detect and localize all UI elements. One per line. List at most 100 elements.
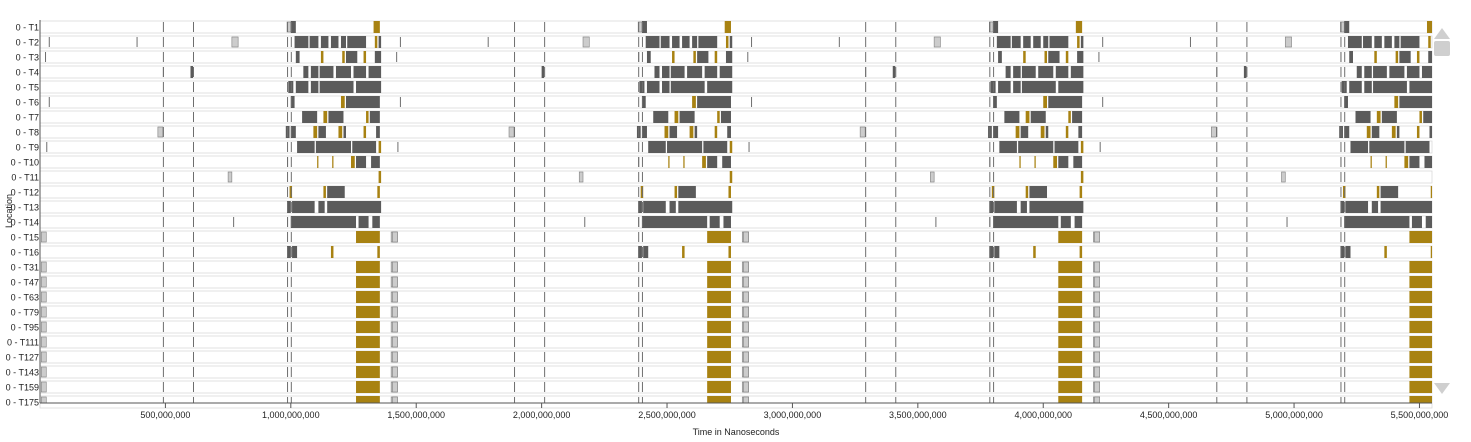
tick-event-bar [1344, 142, 1346, 152]
sync-event-bar [1065, 51, 1069, 63]
sync-event-bar [1416, 126, 1420, 138]
tick-event-bar [641, 22, 643, 32]
tick-event-bar [638, 172, 640, 182]
compute-event-bar [1038, 66, 1054, 78]
sync-event-bar [332, 156, 334, 168]
tick-event-bar [638, 382, 640, 392]
idle-event-bar [743, 261, 749, 273]
compute-event-bar [1029, 201, 1084, 213]
sync-event-bar [717, 111, 720, 123]
tick-event-bar [290, 187, 292, 197]
scroll-up-arrow[interactable] [1434, 28, 1450, 39]
compute-event-bar [698, 36, 718, 48]
compute-event-bar [648, 141, 666, 153]
tick-event-bar [641, 67, 643, 77]
row-label: 0 - T79 [11, 308, 39, 318]
tick-event-bar [514, 247, 516, 257]
sync-event-bar [1058, 381, 1083, 393]
compute-event-bar [1421, 66, 1432, 78]
tick-event-bar [1216, 262, 1218, 272]
x-tick-label: 1,000,000,000 [262, 410, 320, 420]
tick-event-bar [993, 262, 995, 272]
compute-event-bar [725, 51, 733, 63]
tick-event-bar [865, 52, 867, 62]
tick-event-bar [287, 82, 289, 92]
tick-event-bar [895, 337, 897, 347]
tick-event-bar [865, 157, 867, 167]
tick-event-bar [989, 217, 991, 227]
tick-event-bar [638, 142, 640, 152]
compute-event-bar [638, 201, 642, 213]
tick-event-bar [751, 37, 753, 47]
tick-event-bar [989, 337, 991, 347]
tick-event-bar [641, 52, 643, 62]
sync-event-bar [707, 261, 731, 273]
tick-event-bar [46, 142, 48, 152]
tick-event-bar [1216, 232, 1218, 242]
x-axis-ticks: 500,000,000 1,000,000,000 1,500,000,000 2,0… [140, 403, 1448, 420]
scrollbar-thumb[interactable] [1434, 41, 1450, 56]
tick-event-bar [1340, 127, 1342, 137]
tick-event-bar [1340, 67, 1342, 77]
tick-event-bar [865, 82, 867, 92]
sync-event-bar [725, 36, 729, 48]
sync-event-bar [1058, 306, 1083, 318]
tick-event-bar [638, 82, 640, 92]
scroll-down-arrow[interactable] [1434, 383, 1450, 394]
compute-event-bar [641, 96, 646, 108]
compute-event-bar [327, 186, 345, 198]
tick-event-bar [514, 232, 516, 242]
compute-event-bar [1013, 81, 1021, 93]
compute-event-bar [1409, 156, 1420, 168]
compute-event-bar [1340, 246, 1345, 258]
row-label: 0 - T14 [11, 218, 39, 228]
tick-event-bar [290, 97, 292, 107]
tick-event-bar [290, 142, 292, 152]
idle-event-bar [1281, 171, 1286, 183]
row-label: 0 - T175 [6, 398, 39, 408]
compute-event-bar [1373, 81, 1407, 93]
tick-event-bar [993, 187, 995, 197]
compute-event-bar [345, 96, 380, 108]
tick-event-bar [136, 37, 138, 47]
idle-event-bar [508, 126, 515, 138]
tick-event-bar [865, 277, 867, 287]
tick-event-bar [1340, 22, 1342, 32]
sync-event-bar [682, 246, 685, 258]
tick-event-bar [865, 187, 867, 197]
tick-event-bar [1216, 127, 1218, 137]
tick-event-bar [993, 292, 995, 302]
tick-event-bar [162, 367, 164, 377]
idle-event-bar [582, 36, 590, 48]
compute-event-bar [310, 66, 319, 78]
tick-event-bar [895, 127, 897, 137]
tick-event-bar [1340, 307, 1342, 317]
tick-event-bar [192, 172, 194, 182]
tick-event-bar [1344, 172, 1346, 182]
tick-event-bar [162, 127, 164, 137]
tick-event-bar [638, 187, 640, 197]
tick-event-bar [514, 22, 516, 32]
tick-event-bar [865, 247, 867, 257]
tick-event-bar [638, 367, 640, 377]
tick-event-bar [638, 247, 640, 257]
sync-event-bar [683, 156, 685, 168]
row-background [39, 290, 1433, 304]
compute-event-bar [682, 36, 690, 48]
tick-event-bar [638, 397, 640, 403]
sync-event-bar [1409, 336, 1432, 348]
idle-event-bar [1094, 321, 1100, 333]
sync-event-bar [356, 396, 380, 403]
idle-event-bar [1094, 276, 1100, 288]
compute-event-bar [290, 126, 296, 138]
row-label: 0 - T63 [11, 293, 39, 303]
tick-event-bar [544, 337, 546, 347]
tick-event-bar [1344, 262, 1346, 272]
tick-event-bar [514, 217, 516, 227]
compute-event-bar [292, 246, 298, 258]
tick-event-bar [192, 127, 194, 137]
compute-event-bar [1058, 156, 1069, 168]
tick-event-bar [514, 397, 516, 403]
tick-event-bar [1189, 37, 1191, 47]
compute-event-bar [295, 51, 300, 63]
